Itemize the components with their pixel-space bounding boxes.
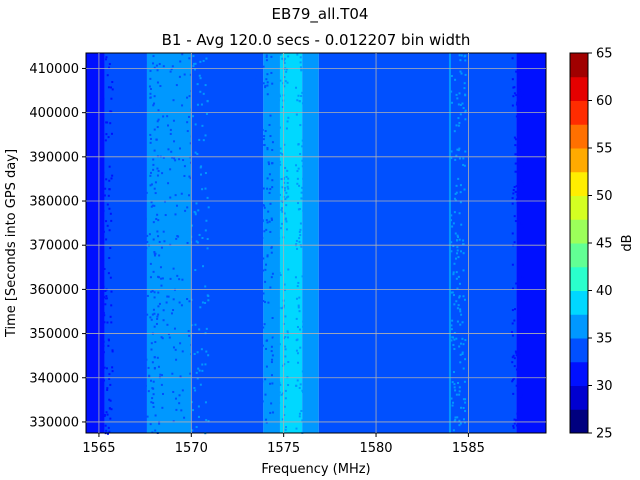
x-tick-label: 1570	[175, 441, 208, 456]
heatmap-band-8	[516, 53, 546, 433]
colorbar-segment	[570, 76, 588, 101]
colorbar-segment	[570, 53, 588, 78]
colorbar-tick-label: 50	[596, 189, 613, 204]
x-tick-label: 1585	[452, 441, 485, 456]
x-axis: 1565 1570 1575 1580 1585	[82, 433, 485, 456]
heatmap-band-3	[191, 53, 264, 433]
colorbar-tick-label: 45	[596, 237, 613, 252]
colorbar-segment	[570, 290, 588, 315]
grid-lines	[86, 53, 546, 433]
y-tick-label: 350000	[29, 327, 79, 342]
colorbar-tick-label: 65	[596, 47, 613, 62]
y-tick-label: 360000	[29, 283, 79, 298]
y-axis: 330000 340000 350000 360000 370000 380000 3900…	[29, 62, 86, 430]
heatmap-band-1	[104, 53, 147, 433]
colorbar-segment	[570, 409, 588, 434]
heatmap-band-0	[86, 53, 105, 433]
x-axis-label: Frequency (MHz)	[261, 462, 370, 477]
colorbar: 25 30 35 40 45 50 55 60 65	[569, 47, 613, 442]
colorbar-segment	[570, 314, 588, 339]
colorbar-tick-label: 25	[596, 427, 613, 442]
y-tick-label: 400000	[29, 106, 79, 121]
y-tick-label: 390000	[29, 150, 79, 165]
y-tick-label: 340000	[29, 371, 79, 386]
colorbar-label: dB	[620, 234, 635, 251]
colorbar-tick-label: 60	[596, 94, 613, 109]
colorbar-segment	[570, 148, 588, 173]
x-tick-label: 1565	[82, 441, 115, 456]
heatmap-band-5	[279, 53, 303, 433]
x-tick-label: 1575	[267, 441, 300, 456]
heatmap-spur	[448, 53, 451, 433]
x-tick-label: 1580	[359, 441, 392, 456]
colorbar-segment	[570, 361, 588, 386]
colorbar-segment	[570, 171, 588, 196]
colorbar-tick-label: 35	[596, 332, 613, 347]
colorbar-tick-label: 55	[596, 142, 613, 157]
colorbar-segment	[570, 195, 588, 220]
plot-area	[85, 52, 547, 435]
colorbar-segment	[570, 266, 588, 291]
colorbar-tick-label: 40	[596, 284, 613, 299]
y-tick-label: 410000	[29, 62, 79, 77]
colorbar-segment	[570, 219, 588, 244]
colorbar-segment	[570, 243, 588, 268]
y-tick-label: 380000	[29, 195, 79, 210]
colorbar-segment	[570, 124, 588, 149]
chart-subtitle: B1 - Avg 120.0 secs - 0.012207 bin width	[162, 31, 471, 49]
y-tick-label: 330000	[29, 415, 79, 430]
colorbar-tick-label: 30	[596, 379, 613, 394]
heatmap-band-7	[318, 53, 517, 433]
y-tick-label: 370000	[29, 239, 79, 254]
plot-frame	[85, 52, 547, 434]
heatmap-band-6	[302, 53, 319, 433]
colorbar-segment	[570, 338, 588, 363]
y-axis-label: Time [Seconds into GPS day]	[4, 149, 19, 338]
heatmap-band-2	[146, 53, 192, 433]
colorbar-segment	[570, 385, 588, 410]
colorbar-segment	[570, 100, 588, 125]
chart-title: EB79_all.T04	[272, 5, 369, 24]
